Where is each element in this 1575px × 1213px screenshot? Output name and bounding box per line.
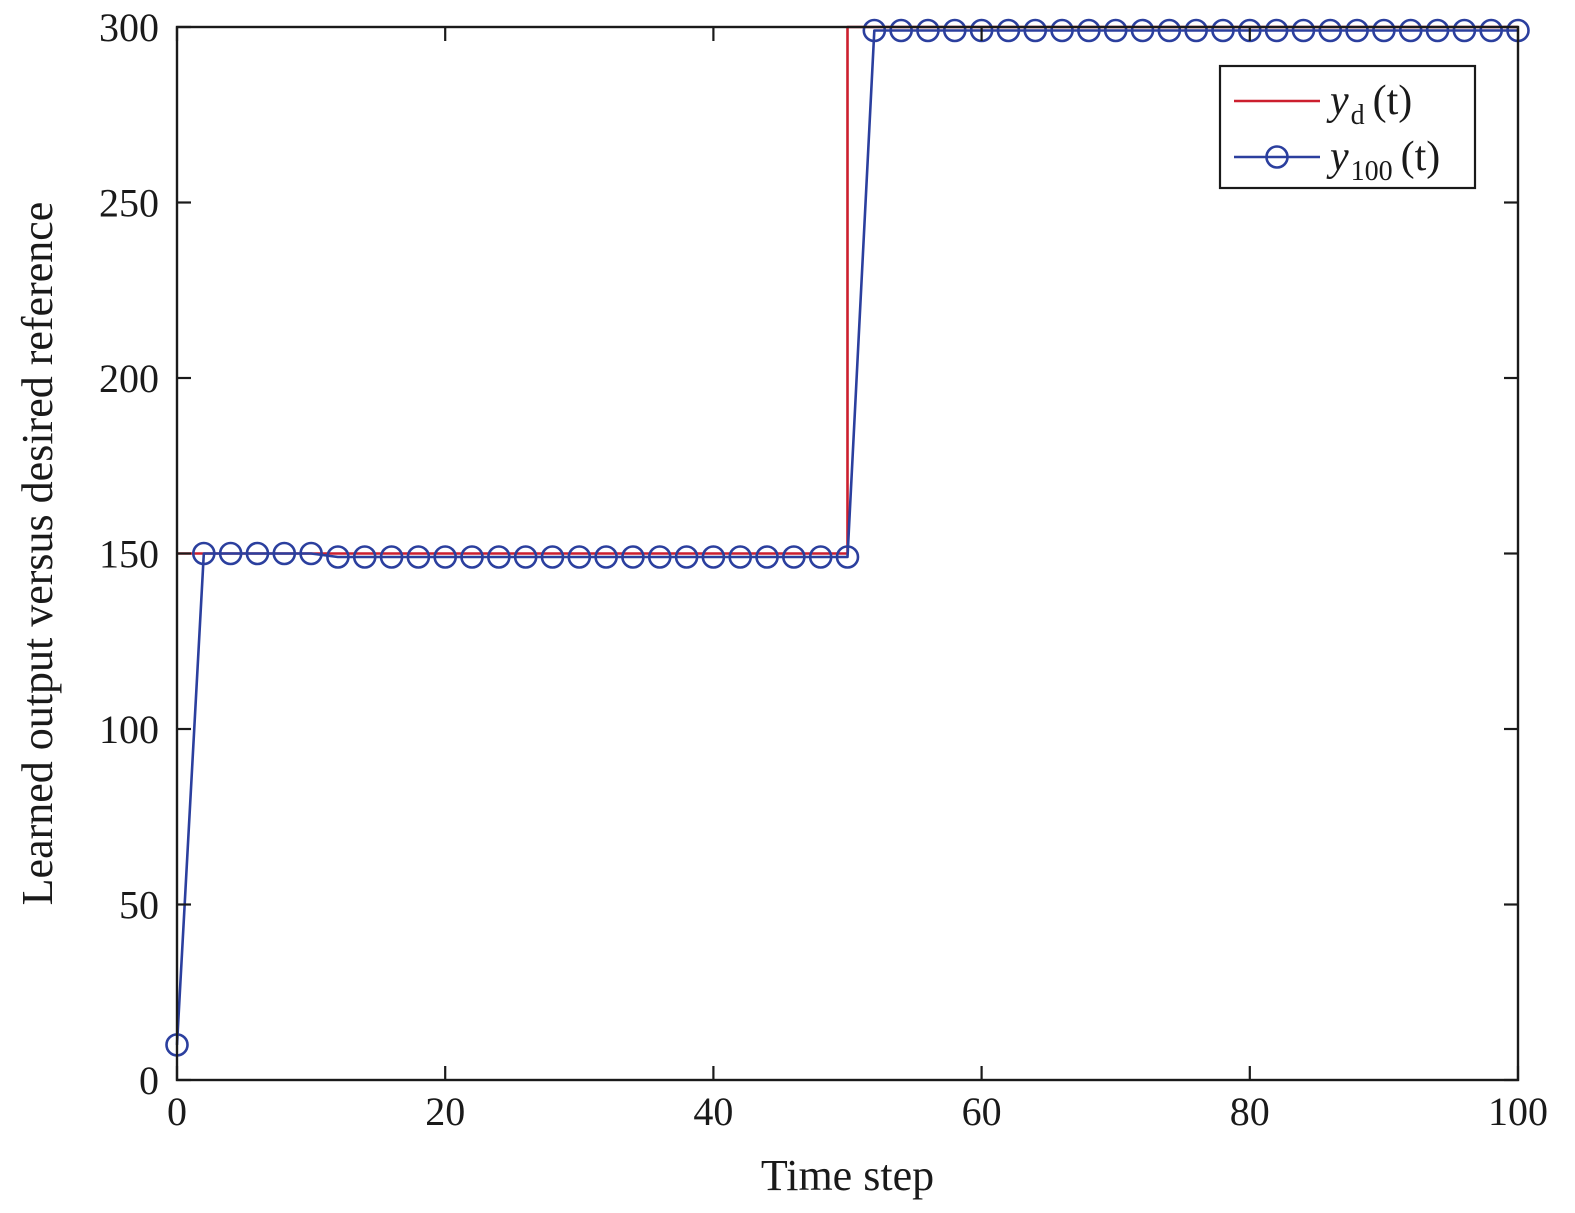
legend-box: [1218, 64, 1477, 190]
data-point: [1452, 18, 1477, 43]
data-point: [540, 545, 565, 569]
x-tick-label: 100: [1488, 1089, 1548, 1134]
data-point: [1425, 18, 1450, 43]
data-point: [1318, 18, 1343, 43]
data-point: [782, 545, 806, 569]
data-point: [1398, 18, 1423, 43]
x-tick-label: 80: [1230, 1089, 1270, 1134]
data-point: [728, 545, 753, 569]
data-point: [192, 541, 216, 566]
data-point: [1291, 18, 1316, 43]
data-point: [808, 545, 833, 569]
data-point: [1130, 18, 1155, 43]
data-point: [969, 18, 994, 43]
data-point: [1184, 18, 1208, 43]
data-point: [862, 18, 887, 43]
data-point: [326, 545, 350, 569]
y-tick-label: 100: [99, 707, 159, 752]
data-point: [1372, 18, 1396, 43]
y-tick-label: 300: [99, 5, 159, 50]
data-point: [1345, 18, 1369, 43]
y-tick-label: 250: [99, 181, 159, 226]
data-point: [1479, 18, 1503, 43]
x-tick-label: 40: [693, 1089, 733, 1134]
y-tick-label: 150: [99, 532, 159, 577]
data-point: [674, 545, 699, 569]
data-point: [621, 545, 645, 569]
data-point: [487, 545, 511, 569]
data-point: [647, 545, 672, 569]
data-point: [567, 545, 592, 569]
data-point: [755, 545, 779, 569]
data-point: [1238, 18, 1262, 43]
y-tick-label: 50: [119, 883, 159, 928]
data-point: [889, 18, 913, 43]
legend: yd (t)y100 (t): [1218, 64, 1477, 190]
legend-label: y100 (t): [1326, 134, 1440, 187]
x-tick-label: 60: [962, 1089, 1002, 1134]
data-point: [218, 541, 243, 566]
y-axis-label: Learned output versus desired reference: [13, 202, 62, 906]
legend-label: yd (t): [1326, 78, 1412, 131]
data-point: [1050, 18, 1074, 43]
data-point: [835, 545, 860, 569]
data-point: [701, 545, 726, 569]
x-axis-label: Time step: [761, 1151, 934, 1200]
data-point: [996, 18, 1021, 43]
data-point: [916, 18, 940, 43]
legend-swatch-marker: [1265, 145, 1289, 169]
data-point: [406, 545, 431, 569]
data-point: [1157, 18, 1182, 43]
series-line-2: [175, 29, 1518, 1045]
y-tick-label: 200: [99, 356, 159, 401]
x-tick-label: 0: [167, 1089, 187, 1134]
data-point: [942, 18, 967, 43]
data-point: [1077, 18, 1101, 43]
data-point: [1211, 18, 1235, 43]
data-point: [379, 545, 404, 569]
data-point: [299, 541, 323, 566]
data-point: [513, 545, 538, 569]
data-point: [1103, 18, 1128, 43]
axes-layer: 0 20 40 60 80 100 0 50 100 150 200 250 300: [99, 5, 1548, 1134]
data-point: [272, 541, 297, 566]
x-tick-label: 20: [425, 1089, 465, 1134]
data-point: [1264, 18, 1289, 43]
data-point: [594, 545, 618, 569]
data-point: [1023, 18, 1048, 43]
data-point: [352, 545, 377, 569]
data-point: [433, 545, 458, 569]
data-point: [460, 545, 484, 569]
y-tick-label: 0: [139, 1058, 159, 1103]
data-point: [245, 541, 270, 566]
